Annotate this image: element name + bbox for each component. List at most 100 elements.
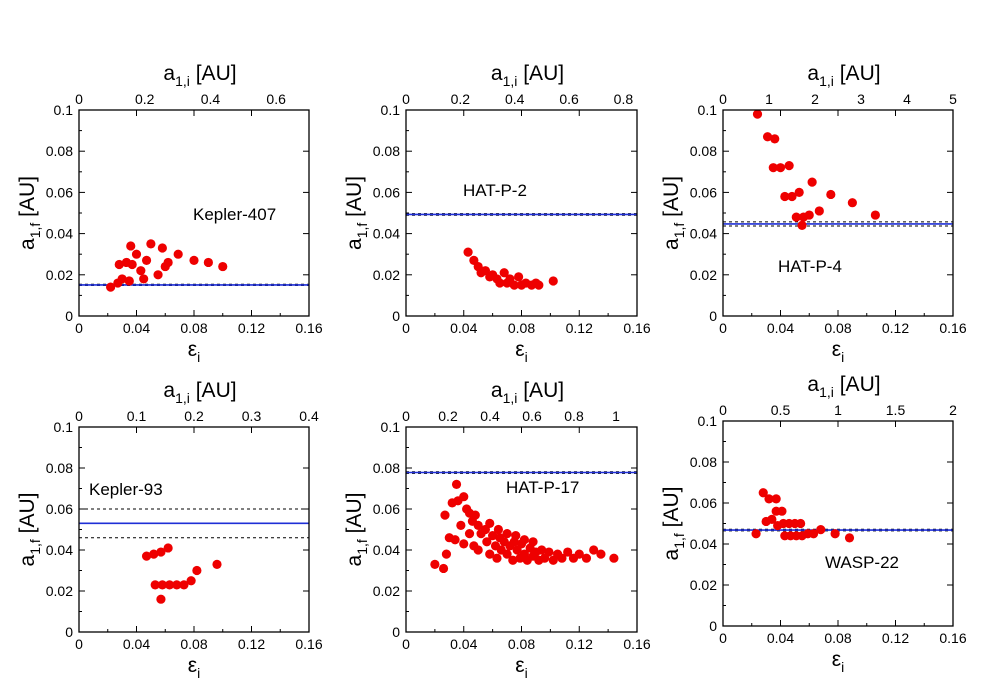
x-axis-title: εi bbox=[188, 338, 201, 365]
data-point bbox=[814, 206, 824, 216]
top-tick-label: 0 bbox=[402, 408, 410, 424]
x-axis-title: εi bbox=[515, 654, 528, 681]
x-tick-label: 0.16 bbox=[295, 636, 322, 652]
x-tick-label: 0 bbox=[75, 320, 83, 336]
x-tick-label: 0 bbox=[402, 320, 410, 336]
data-point bbox=[156, 547, 166, 557]
data-point bbox=[139, 274, 149, 284]
data-point bbox=[767, 514, 777, 525]
data-point bbox=[816, 525, 826, 535]
y-axis-title: a1,f [AU] bbox=[16, 493, 43, 567]
data-point bbox=[459, 539, 469, 549]
data-point bbox=[775, 163, 786, 173]
plot-frame bbox=[405, 109, 638, 317]
top-axis-title: a1,i [AU] bbox=[163, 62, 236, 89]
top-tick-label: 0.8 bbox=[614, 91, 634, 107]
x-tick-label: 0.16 bbox=[939, 320, 966, 336]
data-point bbox=[164, 580, 175, 590]
top-tick-label: 0.1 bbox=[127, 408, 147, 424]
x-tick-label: 0.16 bbox=[623, 320, 650, 336]
x-tick-label: 0.12 bbox=[882, 320, 909, 336]
x-tick-label: 0.08 bbox=[180, 320, 207, 336]
y-axis-title: a1,f [AU] bbox=[16, 176, 43, 250]
data-point bbox=[186, 576, 196, 586]
y-tick-label: 0.04 bbox=[373, 226, 400, 242]
y-tick-label: 0.02 bbox=[373, 267, 400, 283]
x-tick-label: 0.08 bbox=[508, 636, 535, 652]
y-axis-title: a1,f [AU] bbox=[343, 493, 370, 567]
top-tick-label: 0.4 bbox=[480, 408, 500, 424]
data-point bbox=[440, 510, 450, 520]
data-point bbox=[488, 531, 498, 541]
data-point bbox=[870, 210, 880, 220]
data-point bbox=[156, 594, 166, 604]
x-tick-label: 0.16 bbox=[295, 320, 322, 336]
data-point bbox=[456, 520, 466, 531]
y-tick-label: 0 bbox=[65, 624, 73, 640]
x-tick-label: 0.04 bbox=[450, 636, 477, 652]
top-tick-label: 0 bbox=[75, 91, 83, 107]
y-tick-label: 0 bbox=[65, 308, 73, 324]
y-tick-label: 0.1 bbox=[698, 413, 718, 429]
top-tick-label: 0.2 bbox=[451, 91, 471, 107]
y-tick-label: 0.08 bbox=[46, 143, 73, 159]
top-axis-title: a1,i [AU] bbox=[807, 373, 880, 400]
top-tick-label: 0 bbox=[719, 402, 727, 418]
x-tick-label: 0.16 bbox=[623, 636, 650, 652]
top-tick-label: 0.2 bbox=[135, 91, 155, 107]
data-point bbox=[804, 210, 814, 220]
y-tick-label: 0.1 bbox=[54, 102, 74, 118]
data-point bbox=[508, 555, 518, 565]
y-axis-title: a1,f [AU] bbox=[660, 176, 687, 250]
x-tick-label: 0.16 bbox=[939, 630, 966, 646]
top-axis-title: a1,i [AU] bbox=[807, 62, 880, 89]
x-tick-label: 0.08 bbox=[508, 320, 535, 336]
data-point bbox=[157, 580, 167, 590]
y-tick-label: 0.06 bbox=[46, 184, 73, 200]
x-tick-label: 0.08 bbox=[824, 630, 851, 646]
plot-frame bbox=[722, 109, 954, 317]
data-point bbox=[117, 274, 127, 284]
top-axis-title: a1,i [AU] bbox=[163, 379, 236, 406]
y-tick-label: 0.06 bbox=[373, 184, 400, 200]
data-point bbox=[459, 492, 469, 502]
data-point bbox=[502, 529, 512, 539]
data-point bbox=[114, 259, 124, 270]
data-point bbox=[784, 161, 794, 171]
x-tick-label: 0.04 bbox=[123, 636, 150, 652]
data-point bbox=[463, 247, 473, 257]
data-point bbox=[589, 545, 599, 555]
top-tick-label: 0.3 bbox=[242, 408, 262, 424]
x-tick-label: 0.12 bbox=[238, 320, 265, 336]
y-tick-label: 0.04 bbox=[690, 226, 717, 242]
top-tick-label: 1 bbox=[612, 408, 620, 424]
data-point bbox=[172, 580, 182, 590]
y-tick-label: 0.08 bbox=[690, 143, 717, 159]
data-point bbox=[771, 494, 781, 504]
data-point bbox=[495, 278, 505, 288]
planet-name-label: WASP-22 bbox=[825, 553, 899, 572]
data-point bbox=[581, 553, 592, 563]
data-point bbox=[499, 268, 509, 278]
x-tick-label: 0 bbox=[719, 630, 727, 646]
data-point bbox=[770, 134, 780, 144]
planet-name-label: Kepler-407 bbox=[193, 205, 276, 224]
y-tick-label: 0.02 bbox=[373, 583, 400, 599]
data-point bbox=[179, 580, 189, 590]
top-tick-label: 0 bbox=[75, 408, 83, 424]
data-point bbox=[482, 537, 492, 547]
data-point bbox=[451, 479, 462, 489]
data-point bbox=[519, 535, 529, 545]
data-point bbox=[173, 249, 183, 259]
top-tick-label: 0.2 bbox=[184, 408, 204, 424]
x-tick-label: 0 bbox=[719, 320, 727, 336]
top-tick-label: 0.4 bbox=[505, 91, 525, 107]
x-tick-label: 0.12 bbox=[882, 630, 909, 646]
data-point bbox=[574, 549, 584, 559]
data-point bbox=[844, 533, 855, 543]
y-tick-label: 0 bbox=[709, 618, 717, 634]
data-point bbox=[609, 553, 619, 563]
